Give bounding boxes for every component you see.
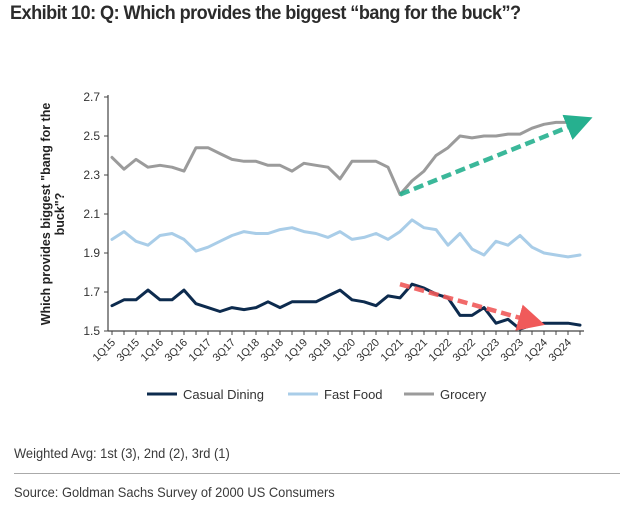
series-line-grocery (110, 120, 582, 196)
x-tick-label: 1Q22 (427, 337, 455, 365)
y-tick-label: 1.7 (83, 285, 100, 299)
x-tick-label: 1Q19 (283, 337, 311, 365)
source-note: Source: Goldman Sachs Survey of 2000 US … (14, 484, 335, 500)
x-tick-label: 3Q22 (451, 337, 479, 365)
series-line-casual-dining (110, 282, 582, 331)
series-line-fast-food (110, 218, 582, 259)
footer-divider (14, 473, 620, 474)
y-tick-label: 1.9 (83, 246, 100, 260)
legend-label: Casual Dining (183, 387, 264, 402)
x-tick-label: 1Q16 (139, 337, 167, 365)
weighting-note: Weighted Avg: 1st (3), 2nd (2), 3rd (1) (14, 445, 230, 461)
x-tick-label: 3Q20 (355, 337, 383, 365)
y-axis-title-line-2: buck"? (53, 193, 67, 236)
y-tick-label: 2.5 (83, 129, 100, 143)
x-tick-label: 3Q23 (499, 337, 527, 365)
x-tick-label: 1Q17 (187, 337, 215, 365)
x-ticks: 1Q153Q151Q163Q161Q173Q171Q183Q181Q193Q19… (91, 331, 581, 365)
y-tick-label: 2.7 (83, 90, 100, 104)
y-tick-label: 1.5 (83, 324, 100, 338)
x-tick-label: 3Q15 (115, 337, 143, 365)
line-chart: Which provides biggest "bang for thebuck… (39, 90, 593, 402)
y-tick-label: 2.3 (83, 168, 100, 182)
series-lines (110, 120, 582, 331)
x-tick-label: 3Q19 (307, 337, 335, 365)
grocery-trend-arrow (399, 114, 593, 197)
y-axis-label-group: Which provides biggest "bang for thebuck… (39, 103, 67, 326)
casual-dining-trend-arrow (399, 282, 545, 331)
legend: Casual Dining Fast Food Grocery (147, 387, 487, 402)
x-tick-label: 1Q15 (91, 337, 119, 365)
y-ticks: 1.5 1.7 1.9 2.1 2.3 2.5 2.7 (83, 90, 108, 338)
x-tick-label: 1Q24 (523, 337, 551, 365)
legend-label: Fast Food (324, 387, 383, 402)
x-tick-label: 3Q24 (547, 337, 575, 365)
x-tick-label: 3Q18 (259, 337, 287, 365)
y-axis-title: Which provides biggest "bang for thebuck… (39, 103, 67, 326)
x-tick-label: 3Q17 (211, 337, 239, 365)
x-tick-label: 3Q16 (163, 337, 191, 365)
y-axis-title-line-1: Which provides biggest "bang for the (39, 103, 53, 326)
x-tick-label: 3Q21 (403, 337, 431, 365)
annotations (399, 114, 593, 331)
x-tick-label: 1Q21 (379, 337, 407, 365)
x-tick-label: 1Q18 (235, 337, 263, 365)
x-tick-label: 1Q23 (475, 337, 503, 365)
y-tick-label: 2.1 (83, 207, 100, 221)
chart-title: Exhibit 10: Q: Which provides the bigges… (10, 2, 521, 24)
x-tick-label: 1Q20 (331, 337, 359, 365)
legend-label: Grocery (440, 387, 487, 402)
